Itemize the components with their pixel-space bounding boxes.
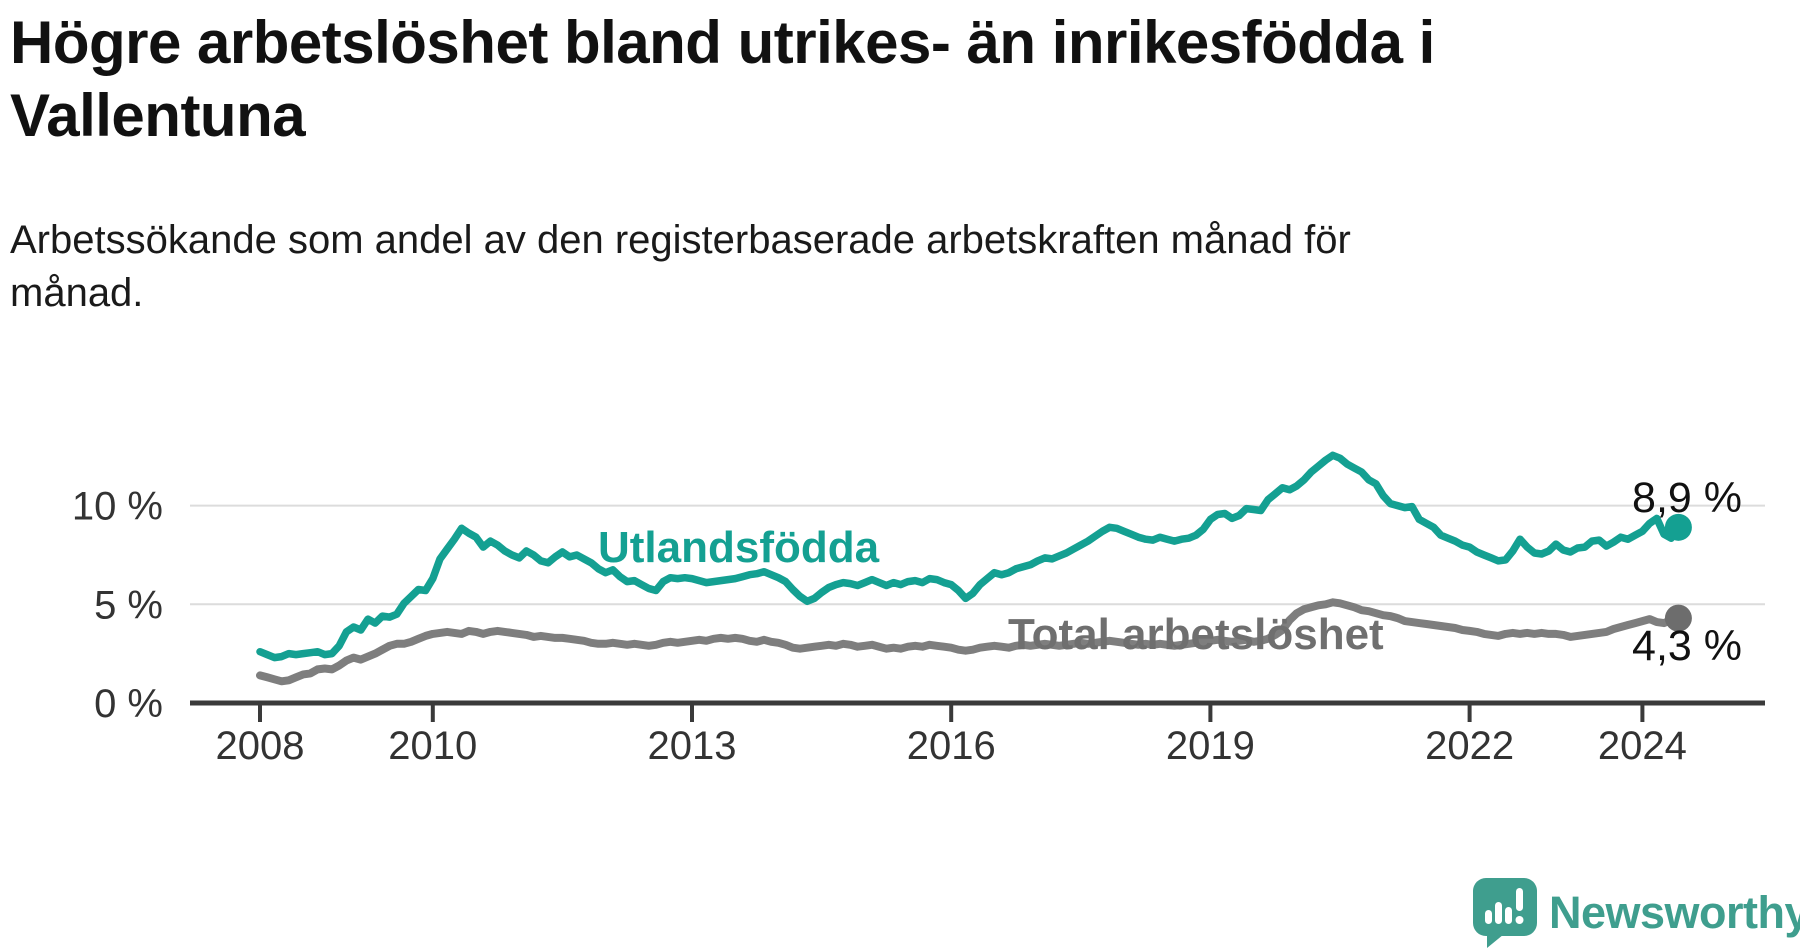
x-tick-label-2010: 2010 bbox=[388, 724, 477, 768]
x-tick-label-2008: 2008 bbox=[216, 724, 305, 768]
chart-title-line1: Högre arbetslöshet bland utrikes- än inr… bbox=[10, 9, 1435, 76]
logo-bar-1 bbox=[1485, 910, 1492, 924]
total-arbetsloshet-end-value-label: 4,3 % bbox=[1632, 622, 1742, 670]
y-tick-label-0pct: 0 % bbox=[94, 682, 163, 726]
utlandsfodda-line bbox=[256, 451, 1683, 662]
chart-title-line2: Vallentuna bbox=[10, 82, 306, 150]
x-tick-label-2022: 2022 bbox=[1425, 724, 1514, 768]
utlandsfodda-end-dot bbox=[1664, 513, 1692, 541]
newsworthy-logo: Newsworthy bbox=[1473, 878, 1800, 948]
y-tick-label-10pct: 10 % bbox=[72, 485, 163, 529]
newsworthy-logo-text: Newsworthy bbox=[1549, 887, 1800, 938]
chart-subtitle-line2: månad. bbox=[10, 270, 144, 315]
y-tick-label-5pct: 5 % bbox=[94, 583, 163, 627]
total-arbetsloshet-line bbox=[256, 598, 1683, 686]
total-arbetsloshet-series-label: Total arbetslöshet bbox=[1008, 610, 1384, 659]
utlandsfodda-series-label: Utlandsfödda bbox=[598, 523, 880, 572]
logo-bar-2 bbox=[1495, 902, 1502, 924]
x-tick-label-2013: 2013 bbox=[648, 724, 737, 768]
total-arbetsloshet-end-dot bbox=[1664, 604, 1692, 632]
logo-exclamation-dot bbox=[1515, 916, 1524, 924]
newsworthy-logo-icon bbox=[1473, 878, 1537, 948]
x-tick-label-2024: 2024 bbox=[1598, 724, 1687, 768]
x-tick-label-2019: 2019 bbox=[1166, 724, 1255, 768]
logo-bar-3 bbox=[1505, 907, 1512, 924]
x-tick-label-2016: 2016 bbox=[907, 724, 996, 768]
chart-subtitle: Arbetssökande som andel av den registerb… bbox=[10, 214, 1510, 320]
logo-exclamation-bar bbox=[1516, 888, 1523, 911]
utlandsfodda-end-value-label: 8,9 % bbox=[1632, 474, 1742, 522]
chart-subtitle-line1: Arbetssökande som andel av den registerb… bbox=[10, 218, 1351, 262]
chart-title: Högre arbetslöshet bland utrikes- än inr… bbox=[10, 6, 1790, 152]
